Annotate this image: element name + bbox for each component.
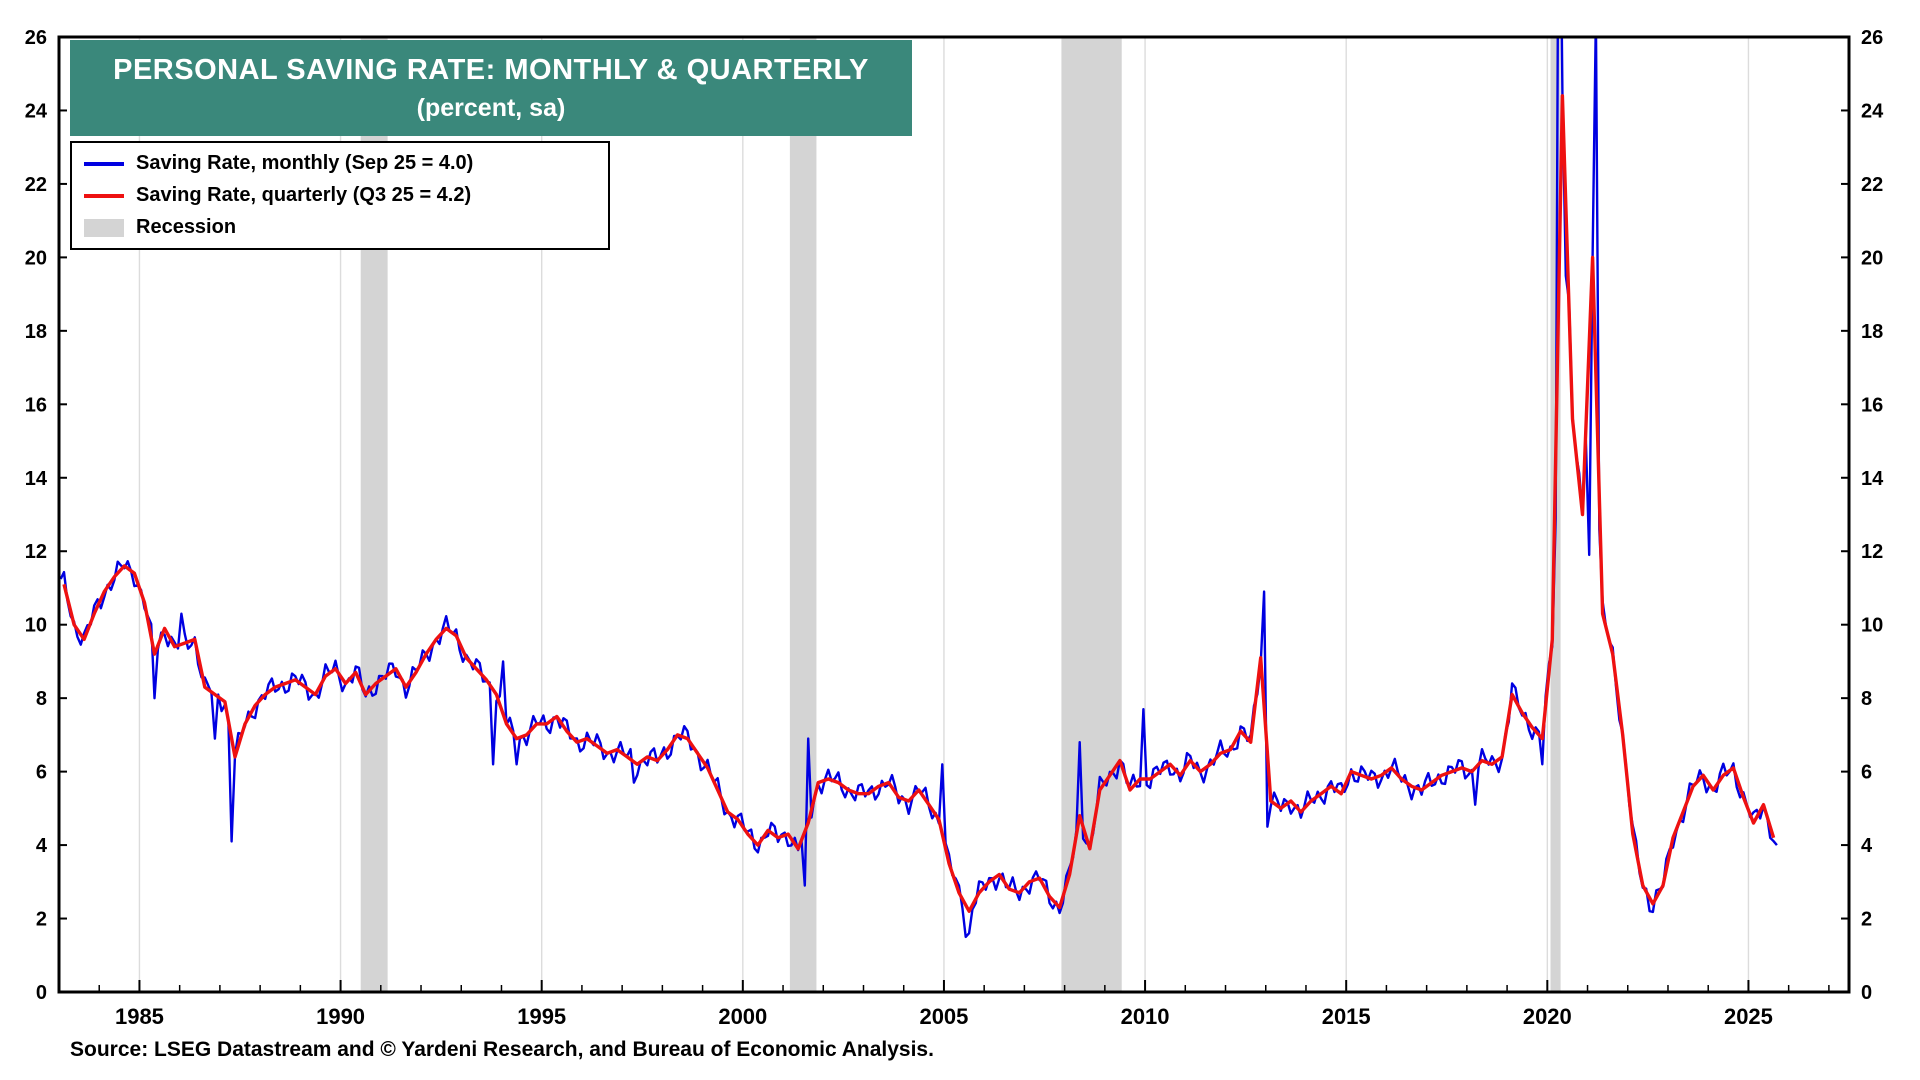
svg-text:20: 20 (1861, 247, 1883, 269)
quarterly-line-swatch (84, 193, 124, 198)
source-note: Source: LSEG Datastream and © Yardeni Re… (70, 1038, 934, 1061)
svg-text:2005: 2005 (919, 1004, 968, 1029)
svg-text:4: 4 (1861, 835, 1873, 857)
svg-text:14: 14 (25, 468, 48, 490)
svg-text:8: 8 (36, 688, 47, 710)
legend-label-monthly: Saving Rate, monthly (Sep 25 = 4.0) (136, 152, 474, 174)
svg-text:0: 0 (1861, 982, 1872, 1004)
svg-text:18: 18 (1861, 321, 1883, 343)
legend-label-recession: Recession (136, 216, 237, 238)
svg-text:2020: 2020 (1523, 1004, 1572, 1029)
svg-text:24: 24 (1861, 100, 1884, 122)
legend: Saving Rate, monthly (Sep 25 = 4.0) Savi… (70, 141, 610, 250)
legend-item-quarterly: Saving Rate, quarterly (Q3 25 = 4.2) (84, 182, 596, 209)
svg-text:6: 6 (36, 762, 47, 784)
svg-text:6: 6 (1861, 762, 1872, 784)
svg-text:10: 10 (25, 615, 47, 637)
svg-text:14: 14 (1861, 468, 1884, 490)
svg-text:16: 16 (25, 394, 47, 416)
svg-text:2: 2 (36, 909, 47, 931)
svg-text:16: 16 (1861, 394, 1883, 416)
legend-item-monthly: Saving Rate, monthly (Sep 25 = 4.0) (84, 150, 596, 177)
svg-text:8: 8 (1861, 688, 1872, 710)
svg-text:22: 22 (1861, 174, 1883, 196)
svg-text:12: 12 (1861, 541, 1883, 563)
svg-text:24: 24 (25, 100, 48, 122)
svg-text:20: 20 (25, 247, 47, 269)
svg-text:22: 22 (25, 174, 47, 196)
svg-text:12: 12 (25, 541, 47, 563)
svg-text:26: 26 (1861, 27, 1883, 49)
svg-text:2025: 2025 (1724, 1004, 1773, 1029)
svg-text:2: 2 (1861, 909, 1872, 931)
chart-title: PERSONAL SAVING RATE: MONTHLY & QUARTERL… (113, 53, 869, 86)
svg-text:26: 26 (25, 27, 47, 49)
monthly-line-swatch (84, 161, 124, 166)
svg-text:18: 18 (25, 321, 47, 343)
svg-text:4: 4 (36, 835, 48, 857)
svg-text:10: 10 (1861, 615, 1883, 637)
svg-text:1985: 1985 (115, 1004, 164, 1029)
recession-swatch (84, 218, 124, 237)
svg-text:2010: 2010 (1121, 1004, 1170, 1029)
svg-text:2015: 2015 (1322, 1004, 1371, 1029)
svg-text:1990: 1990 (316, 1004, 365, 1029)
title-banner: PERSONAL SAVING RATE: MONTHLY & QUARTERL… (70, 40, 912, 136)
legend-item-recession: Recession (84, 214, 596, 241)
svg-text:2000: 2000 (718, 1004, 767, 1029)
svg-text:1995: 1995 (517, 1004, 566, 1029)
legend-label-quarterly: Saving Rate, quarterly (Q3 25 = 4.2) (136, 184, 472, 206)
chart-subtitle: (percent, sa) (416, 93, 566, 122)
svg-text:0: 0 (36, 982, 47, 1004)
